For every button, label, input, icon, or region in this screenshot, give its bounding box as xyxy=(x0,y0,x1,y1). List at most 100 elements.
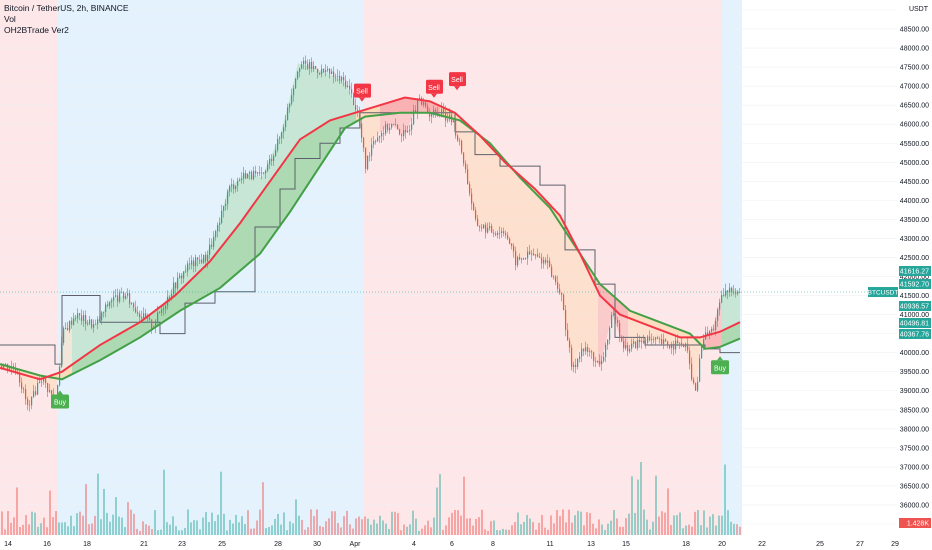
price-tick-label: 40000.00 xyxy=(900,350,929,357)
candle-body xyxy=(611,314,613,328)
ma-cloud-segment xyxy=(184,284,186,309)
candle-body xyxy=(737,292,739,294)
symbol-title[interactable]: Bitcoin / TetherUS, 2h, BINANCE xyxy=(4,3,129,13)
background-region-bear xyxy=(363,0,722,535)
volume-bar xyxy=(601,524,603,535)
price-shading-segment xyxy=(534,188,536,257)
price-shading-segment xyxy=(74,315,76,374)
ma-cloud-segment xyxy=(640,314,642,323)
volume-bar xyxy=(697,510,699,535)
ma-cloud-segment xyxy=(138,322,140,339)
price-shading-segment xyxy=(220,211,222,288)
candle-body xyxy=(501,231,503,233)
candle-body xyxy=(279,138,281,139)
candle-body xyxy=(713,328,715,330)
volume-bar xyxy=(457,510,459,535)
candle-body xyxy=(209,244,211,255)
volume-bar xyxy=(187,509,189,535)
volume-bar xyxy=(619,526,621,535)
price-shading-segment xyxy=(558,213,560,292)
ma-cloud-segment xyxy=(60,371,62,380)
candle-body xyxy=(219,222,221,225)
candle-body xyxy=(689,350,691,364)
volume-bar xyxy=(103,488,105,535)
time-tick-label: 25 xyxy=(816,541,824,548)
candle-body xyxy=(241,178,243,180)
price-axis[interactable]: USDT 48500.00 48000.00 47500.00 47000.00 4650… xyxy=(868,0,932,550)
volume-bar xyxy=(580,511,582,535)
volume-bar xyxy=(676,515,678,535)
candle-body xyxy=(573,364,575,367)
candle-body xyxy=(653,339,655,340)
price-shading-segment xyxy=(144,318,146,335)
volume-bar xyxy=(355,518,357,535)
candle-body xyxy=(453,120,455,123)
candle-body xyxy=(147,317,149,319)
volume-bar xyxy=(667,488,669,535)
volume-legend[interactable]: Vol xyxy=(4,14,16,24)
indicator-legend[interactable]: OH2BTrade Ver2 xyxy=(4,25,69,35)
ma-cloud-segment xyxy=(350,113,352,126)
candle-body xyxy=(325,70,327,73)
volume-bar xyxy=(382,520,384,535)
price-tick-label: 47000.00 xyxy=(900,84,929,91)
candle-body xyxy=(27,399,29,405)
volume-bar xyxy=(310,509,312,535)
price-shading-segment xyxy=(64,327,66,379)
candle-body xyxy=(411,124,413,130)
volume-bar xyxy=(709,516,711,535)
price-shading-segment xyxy=(600,295,602,368)
ma-cloud-segment xyxy=(418,99,420,113)
ma-cloud-segment xyxy=(260,192,262,254)
ma-cloud-segment xyxy=(212,256,214,293)
ma-cloud-segment xyxy=(728,326,730,344)
price-shading-segment xyxy=(94,324,96,364)
volume-bar xyxy=(586,512,588,535)
volume-bar xyxy=(97,473,99,535)
time-axis[interactable]: 14 16 18 21 23 25 28 30 Apr 4 6 8 11 13 15 18 20 22 25 27 29 xyxy=(0,535,899,550)
ma-cloud-segment xyxy=(730,326,732,343)
time-tick-label: 28 xyxy=(274,541,282,548)
candle-body xyxy=(315,66,317,69)
candle-body xyxy=(513,245,515,252)
candle-body xyxy=(171,294,173,298)
candle-body xyxy=(29,404,31,406)
candle-body xyxy=(545,259,547,263)
candle-body xyxy=(615,313,617,321)
volume-bar xyxy=(178,530,180,535)
candle-body xyxy=(135,307,137,313)
candle-body xyxy=(695,383,697,391)
price-badge-text: 41616.27 xyxy=(900,269,929,276)
candle-body xyxy=(731,287,733,292)
price-shading-segment xyxy=(400,99,402,134)
candle-body xyxy=(267,164,269,171)
volume-bar xyxy=(271,525,273,535)
volume-bar xyxy=(304,529,306,535)
volume-bar xyxy=(67,526,69,535)
volume-bar xyxy=(559,516,561,535)
candle-body xyxy=(593,352,595,362)
ma-cloud-segment xyxy=(314,129,316,176)
candle-body xyxy=(647,336,649,343)
volume-bar xyxy=(292,523,294,535)
candle-body xyxy=(717,309,719,321)
candle-body xyxy=(21,382,23,389)
volume-bar xyxy=(664,512,666,535)
ma-cloud-segment xyxy=(96,346,98,363)
ma-cloud-segment xyxy=(88,352,90,367)
ma-cloud-segment xyxy=(204,265,206,298)
sell-label-box xyxy=(426,79,443,94)
candle-body xyxy=(125,295,127,299)
ma-cloud-segment xyxy=(252,203,254,261)
candle-body xyxy=(441,108,443,115)
price-tick-label: 42500.00 xyxy=(900,255,929,262)
price-shading-segment xyxy=(560,215,562,306)
price-shading-segment xyxy=(114,297,116,353)
volume-bar xyxy=(295,499,297,535)
volume-bar xyxy=(253,528,255,535)
ma-cloud-segment xyxy=(632,311,634,320)
price-shading-segment xyxy=(490,146,492,231)
volume-bar xyxy=(217,514,219,535)
ma-cloud-segment xyxy=(288,153,290,215)
